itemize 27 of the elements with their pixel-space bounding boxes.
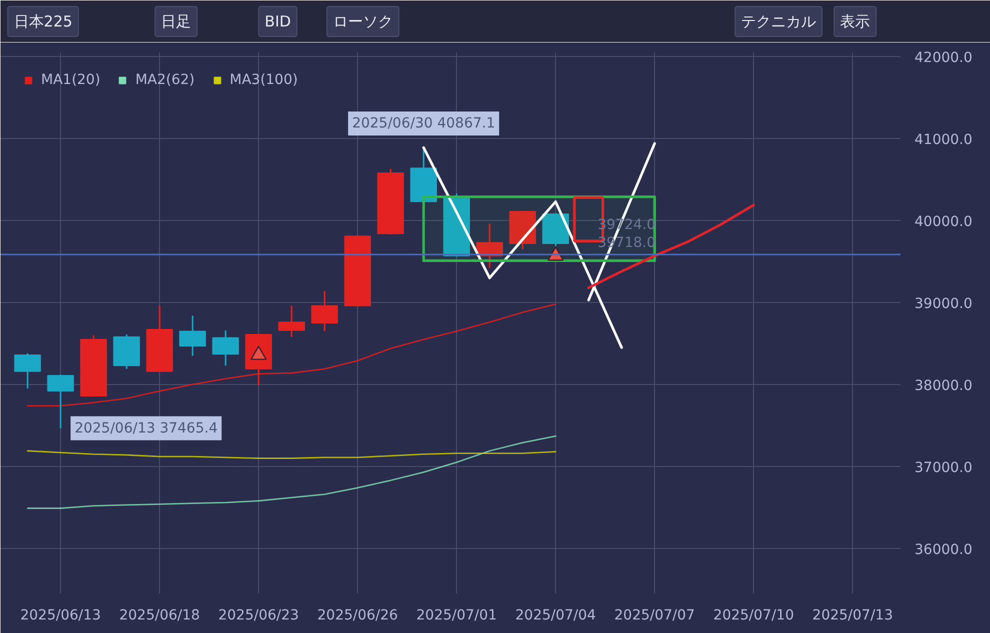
y-tick-label: 42000.0 xyxy=(914,50,972,66)
y-tick-label: 37000.0 xyxy=(914,460,972,476)
x-tick-label: 2025/07/04 xyxy=(515,608,596,624)
x-tick-label: 2025/07/10 xyxy=(713,608,794,624)
x-tick-label: 2025/07/07 xyxy=(614,608,695,624)
x-tick-label: 2025/07/13 xyxy=(812,608,894,624)
text: 表示 xyxy=(840,12,870,30)
y-tick-label: 38000.0 xyxy=(914,378,972,394)
legend-label: MA2(62) xyxy=(135,72,195,88)
annotation: 2025/06/30 40867.1 xyxy=(352,115,496,132)
x-tick-label: 2025/06/23 xyxy=(218,608,299,624)
text: 日本225 xyxy=(14,12,72,30)
x-tick-label: 2025/06/18 xyxy=(119,608,200,624)
y-tick-label: 36000.0 xyxy=(914,542,972,558)
y-tick-label: 41000.0 xyxy=(914,132,972,148)
x-tick-label: 2025/06/13 xyxy=(20,608,101,624)
text: ローソク xyxy=(332,12,393,30)
x-tick-label: 2025/06/26 xyxy=(317,608,398,624)
legend-label: MA1(20) xyxy=(41,72,100,88)
text: BID xyxy=(264,12,291,30)
y-tick-label: 40000.0 xyxy=(914,214,972,230)
y-tick-label: 39000.0 xyxy=(914,296,972,312)
legend-label: MA3(100) xyxy=(230,72,298,88)
text: 日足 xyxy=(161,12,192,30)
x-tick-label: 2025/07/01 xyxy=(416,608,497,624)
annotation: 2025/06/13 37465.4 xyxy=(74,420,218,436)
text: テクニカル xyxy=(741,12,816,30)
